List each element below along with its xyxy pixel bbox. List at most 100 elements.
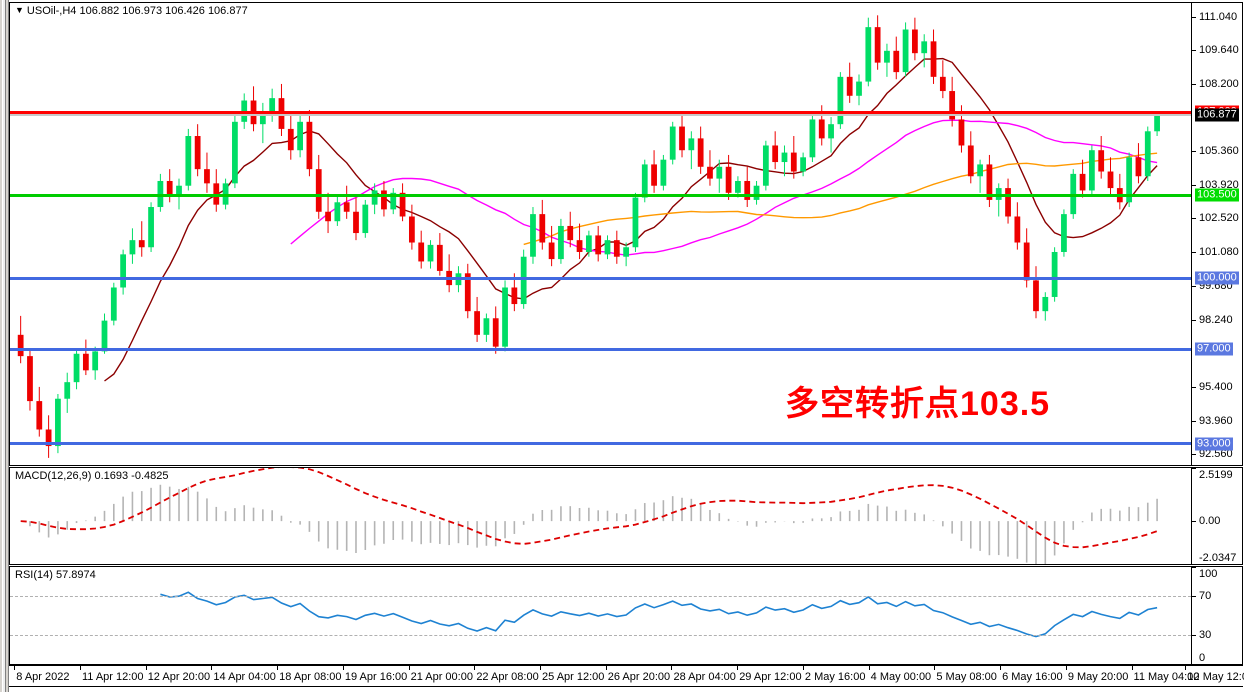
candle-body <box>148 207 154 248</box>
candle-body <box>884 50 890 63</box>
price-plot-area[interactable]: 多空转折点103.5 <box>10 3 1191 465</box>
axis-tick <box>1192 319 1196 321</box>
candle-body <box>73 353 80 383</box>
candle-body <box>828 124 834 139</box>
candle-body <box>464 273 471 312</box>
candle-body <box>269 98 276 113</box>
candle-body <box>846 76 853 96</box>
candle-body <box>539 214 546 243</box>
time-axis-label: 2 May 16:00 <box>804 671 866 683</box>
candle-body <box>408 216 415 243</box>
time-tick <box>1065 666 1067 670</box>
price-axis-label: 108.200 <box>1199 77 1239 90</box>
level-line-resistance-107[interactable] <box>10 110 1191 114</box>
candle-body <box>492 318 499 347</box>
candle-body <box>185 136 192 186</box>
time-tick <box>868 666 870 670</box>
price-axis-label: 93.960 <box>1199 414 1233 427</box>
candle-body <box>902 29 909 73</box>
macd-axis-label: 2.5199 <box>1199 469 1233 481</box>
rsi-axis[interactable]: 100 70 30 0 <box>1191 567 1242 665</box>
candle-body <box>418 242 425 262</box>
candle-body <box>483 318 490 335</box>
candle-body <box>36 401 43 430</box>
candle-body <box>204 169 210 184</box>
price-axis-label: 109.640 <box>1199 43 1239 56</box>
time-axis[interactable]: 8 Apr 2022 11 Apr 12:00 12 Apr 20:00 14 Apr… <box>9 665 1244 691</box>
level-line-support-100[interactable] <box>10 276 1191 280</box>
chart-annotation[interactable]: 多空转折点103.5 <box>785 385 1051 423</box>
rsi-level-30 <box>10 634 1191 636</box>
price-axis-label: 98.240 <box>1199 313 1233 326</box>
candle-body <box>343 202 350 212</box>
macd-plot-area[interactable] <box>10 468 1191 564</box>
macd-pane-label: MACD(12,26,9) 0.1693 -0.4825 <box>15 470 169 482</box>
left-scroll-strip[interactable] <box>2 0 6 692</box>
candle-body <box>1014 216 1021 243</box>
price-axis-label: 103.920 <box>1199 179 1239 192</box>
candle-body <box>110 287 117 321</box>
candle-body <box>520 256 527 305</box>
price-tag-106-877[interactable]: 106.877 <box>1195 108 1239 122</box>
candle-body <box>1107 171 1114 189</box>
price-axis-label: 92.560 <box>1199 448 1233 461</box>
rsi-pane-label: RSI(14) 57.8974 <box>15 569 96 581</box>
candle-body <box>874 27 881 63</box>
price-tag-93-000[interactable]: 93.000 <box>1195 437 1233 451</box>
time-tick <box>474 666 476 670</box>
candle-body <box>939 76 946 92</box>
candle-body <box>92 351 99 371</box>
candle-body <box>613 240 620 257</box>
candle-body <box>660 159 667 186</box>
rsi-plot-area[interactable] <box>10 567 1191 664</box>
time-axis-label: 12 May 12:00 <box>1187 671 1244 683</box>
macd-axis-label: 0.00 <box>1199 515 1221 528</box>
candle-body <box>977 164 983 177</box>
macd-signal-line <box>20 468 1158 549</box>
candle-body <box>949 91 956 120</box>
axis-tick <box>1192 49 1196 51</box>
time-tick <box>211 666 213 670</box>
candle-body <box>399 192 406 217</box>
axis-tick <box>1192 285 1196 287</box>
level-line-current-price[interactable] <box>10 113 1191 116</box>
time-axis-label: 22 Apr 08:00 <box>476 671 539 683</box>
axis-tick <box>1192 664 1196 665</box>
price-tag-97-000[interactable]: 97.000 <box>1195 342 1233 356</box>
level-line-pivot-103-5[interactable] <box>10 193 1191 197</box>
price-axis[interactable]: 111.040 109.640 108.200 105.360 103.920 102.5… <box>1191 3 1242 465</box>
price-tag-100-000[interactable]: 100.000 <box>1195 271 1239 285</box>
time-axis-label: 21 Apr 00:00 <box>410 671 473 683</box>
macd-axis-label: -2.0347 <box>1199 552 1237 564</box>
time-axis-label: 11 Apr 12:00 <box>81 671 144 683</box>
level-line-support-97[interactable] <box>10 347 1191 351</box>
axis-tick <box>1192 454 1196 456</box>
time-tick <box>1131 666 1133 670</box>
candle-body <box>297 121 303 151</box>
candle-body <box>930 41 937 77</box>
axis-tick <box>1192 596 1196 598</box>
time-tick <box>145 666 147 670</box>
candle-body <box>1033 280 1039 312</box>
time-tick <box>277 666 279 670</box>
level-line-support-93[interactable] <box>10 442 1191 446</box>
time-axis-label: 26 Apr 20:00 <box>607 671 671 683</box>
candle-body <box>800 157 807 172</box>
candle-body <box>176 185 182 196</box>
candle-body <box>762 145 769 186</box>
rsi-pane: RSI(14) 57.8974 100 70 30 0 <box>9 566 1243 665</box>
candle-body <box>651 164 657 186</box>
price-tag-103-500[interactable]: 103.500 <box>1195 188 1239 202</box>
candle-body <box>986 164 993 200</box>
axis-tick <box>1192 521 1196 523</box>
axis-tick <box>1192 634 1196 636</box>
symbol-ohlc-text: USOil-,H4 106.882 106.973 106.426 106.87… <box>26 5 248 17</box>
rsi-axis-label: 70 <box>1199 590 1212 603</box>
candle-body <box>287 128 294 151</box>
candle-body <box>716 166 723 179</box>
rsi-line <box>160 591 1158 638</box>
candle-body <box>64 382 71 399</box>
collapse-caret-icon[interactable]: ▼ <box>15 5 24 15</box>
macd-axis[interactable]: 2.5199 0.00 -2.0347 <box>1191 468 1242 565</box>
